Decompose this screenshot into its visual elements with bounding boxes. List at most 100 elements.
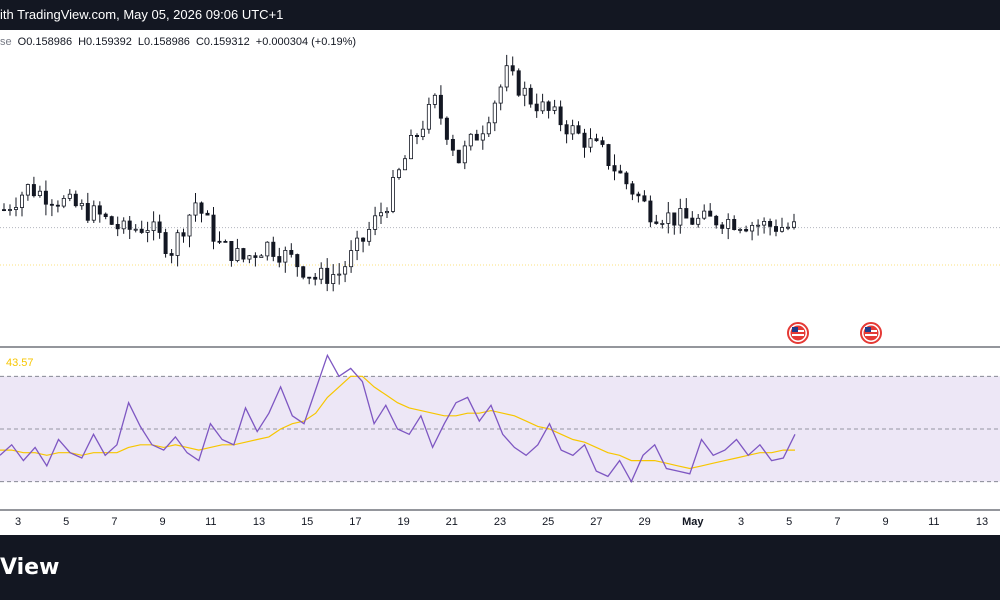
candle xyxy=(642,190,647,203)
candle xyxy=(331,264,336,292)
candle xyxy=(157,214,162,239)
candle xyxy=(402,155,407,171)
x-tick-label: 7 xyxy=(111,516,117,528)
rsi-line xyxy=(0,353,796,484)
candle xyxy=(25,183,30,201)
candle xyxy=(349,240,354,273)
candle xyxy=(492,100,497,132)
candle xyxy=(666,202,671,234)
candle xyxy=(265,241,270,261)
top-bar: ith TradingView.com, May 05, 2026 09:06 … xyxy=(0,0,1000,30)
x-tick-label: May xyxy=(682,516,704,528)
candle xyxy=(187,214,192,248)
candle xyxy=(558,100,563,132)
candle xyxy=(181,228,186,243)
candle xyxy=(588,128,593,153)
candle xyxy=(678,198,683,234)
x-tick-label: 9 xyxy=(883,516,889,528)
candle xyxy=(7,204,12,216)
candle xyxy=(378,202,383,224)
candle xyxy=(271,236,276,262)
candle xyxy=(450,134,455,156)
candle xyxy=(13,197,18,217)
x-tick-label: 7 xyxy=(834,516,840,528)
candle xyxy=(768,218,773,236)
candle xyxy=(780,217,785,233)
candle xyxy=(474,129,479,141)
candle xyxy=(426,97,431,134)
candle xyxy=(109,215,114,225)
candle xyxy=(217,231,222,244)
candle xyxy=(624,171,629,190)
candle xyxy=(390,170,395,214)
x-tick-label: 21 xyxy=(446,516,458,528)
x-tick-label: 25 xyxy=(542,516,554,528)
candle xyxy=(301,265,306,280)
us-flag-icon[interactable] xyxy=(787,322,809,344)
us-flag-icon[interactable] xyxy=(860,322,882,344)
candle xyxy=(67,189,72,202)
candle xyxy=(259,254,264,258)
candle xyxy=(438,85,443,125)
chart-area[interactable]: 3 5 7 9 11 13 15 17 19 21 23 25 27 29 May 3 5 7 9 11 13 xyxy=(0,30,1000,535)
candle xyxy=(253,252,258,267)
x-tick-label: 13 xyxy=(976,516,988,528)
candle xyxy=(774,219,779,237)
low-value: 0.158986 xyxy=(144,36,190,48)
x-tick-label: 3 xyxy=(738,516,744,528)
candle xyxy=(97,201,102,223)
time-axis: 3 5 7 9 11 13 15 17 19 21 23 25 27 29 May 3 5 7 9 11 13 xyxy=(15,516,988,528)
rsi-ma-line xyxy=(0,375,795,470)
candle xyxy=(79,199,84,210)
candle xyxy=(756,219,761,236)
candle xyxy=(283,246,288,273)
candle xyxy=(618,164,623,174)
candle xyxy=(396,167,401,180)
close-value: 0.159312 xyxy=(203,36,250,48)
candle xyxy=(594,133,599,142)
candle xyxy=(534,93,539,118)
candle xyxy=(55,200,60,213)
x-tick-label: 19 xyxy=(397,516,409,528)
candle xyxy=(295,253,300,277)
candle xyxy=(528,84,533,108)
x-tick-label: 29 xyxy=(638,516,650,528)
candle xyxy=(139,220,144,234)
candle xyxy=(480,125,485,150)
candle xyxy=(91,200,96,223)
x-tick-label: 17 xyxy=(349,516,361,528)
candle xyxy=(456,149,461,164)
x-tick-label: 5 xyxy=(786,516,792,528)
candle xyxy=(373,206,378,236)
chart-title: ith TradingView.com, May 05, 2026 09:06 … xyxy=(0,7,284,22)
candle xyxy=(133,224,138,233)
x-tick-label: 15 xyxy=(301,516,313,528)
x-tick-label: 3 xyxy=(15,516,21,528)
x-tick-label: 9 xyxy=(160,516,166,528)
candle xyxy=(762,217,767,234)
candle xyxy=(792,213,797,230)
candle xyxy=(612,154,617,181)
candle xyxy=(486,116,491,137)
candle xyxy=(432,93,437,109)
candle xyxy=(151,211,156,241)
symbol-suffix: se xyxy=(0,36,12,48)
candle xyxy=(726,213,731,240)
close-key: C xyxy=(195,36,204,48)
candle xyxy=(750,221,755,241)
candle xyxy=(223,239,228,243)
candle xyxy=(384,207,389,218)
candle xyxy=(444,116,449,145)
candle xyxy=(504,54,509,92)
candle xyxy=(468,133,473,151)
candle xyxy=(408,129,413,160)
x-tick-label: 11 xyxy=(205,516,216,528)
candle xyxy=(636,191,641,203)
candle xyxy=(660,219,665,229)
candle xyxy=(498,84,503,111)
candle xyxy=(570,119,575,140)
candle xyxy=(319,262,324,285)
footer-bar: View xyxy=(0,535,1000,600)
candle xyxy=(241,247,246,263)
candle xyxy=(744,225,749,233)
